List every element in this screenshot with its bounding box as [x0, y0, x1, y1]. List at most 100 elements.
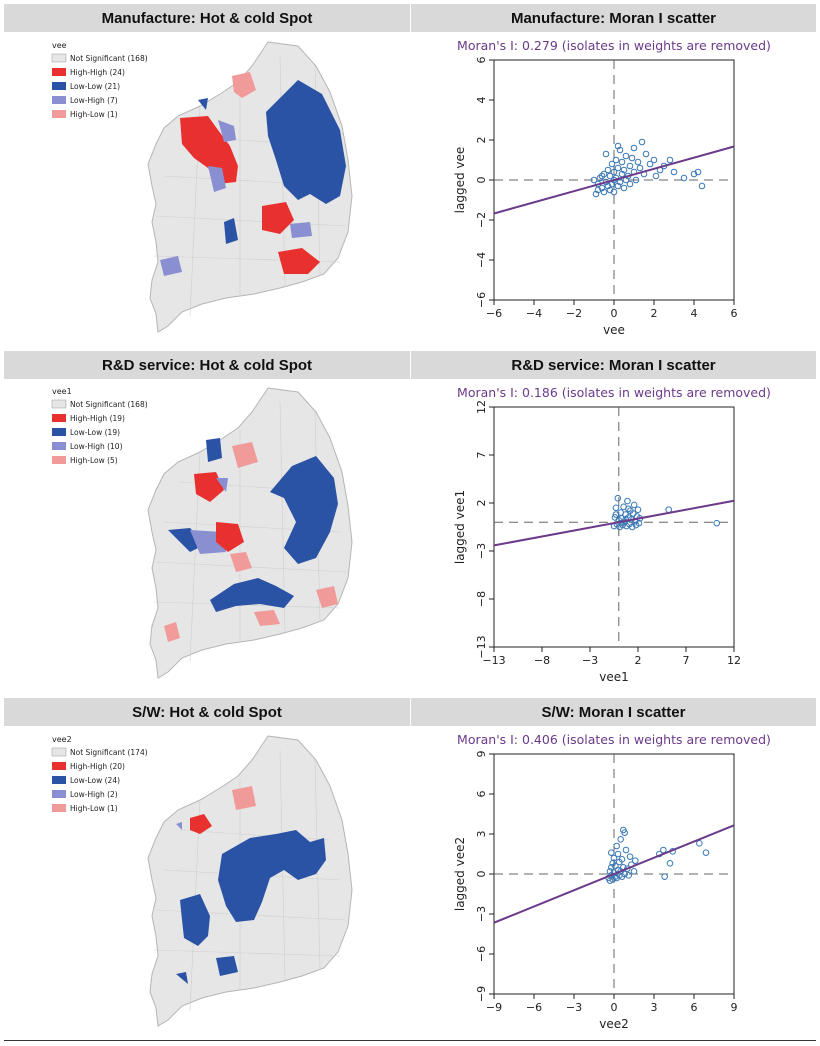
region-low-low-north: [206, 438, 222, 462]
data-point: [592, 190, 600, 198]
svg-text:Low-Low (21): Low-Low (21): [70, 82, 120, 91]
data-point: [630, 501, 638, 509]
data-point: [620, 184, 628, 192]
data-point: [636, 164, 644, 172]
region-high-low-southwest: [164, 622, 180, 642]
y-axis-label: lagged vee1: [453, 490, 467, 564]
x-tick-label: 7: [683, 654, 690, 667]
svg-text:Low-High (2): Low-High (2): [70, 790, 118, 799]
y-tick-label: 6: [475, 791, 488, 798]
x-tick-label: −6: [526, 1001, 542, 1014]
y-tick-label: −4: [475, 252, 488, 268]
y-axis-label: lagged vee: [453, 147, 467, 214]
y-tick-label: −13: [475, 635, 488, 658]
legend-item-low-high: Low-High (7): [52, 96, 118, 105]
legend-item-high-low: High-Low (5): [52, 456, 118, 465]
moran-scatter-plot-1: Moran's I: 0.279 (isolates in weights ar…: [453, 38, 771, 337]
moran-i-text: Moran's I: 0.406 (isolates in weights ar…: [457, 732, 771, 747]
hot-cold-map-3: vee2 Not Significant (174) High-High (20…: [51, 735, 353, 1027]
data-point: [614, 182, 622, 190]
data-point: [626, 853, 634, 860]
moran-i-text: Moran's I: 0.279 (isolates in weights ar…: [457, 38, 771, 53]
y-tick-label: 0: [475, 177, 488, 184]
region-low-high-west: [160, 256, 182, 276]
data-point: [625, 872, 632, 879]
data-point: [596, 174, 604, 182]
x-tick-label: −3: [582, 654, 598, 667]
region-low-high-capital: [216, 478, 228, 492]
data-point: [622, 516, 629, 523]
svg-text:Low-Low (19): Low-Low (19): [70, 428, 120, 437]
map-title-1: Manufacture: Hot & cold Spot: [4, 4, 410, 32]
region-high-high-capital: [180, 116, 238, 184]
data-point: [650, 156, 658, 164]
data-point: [622, 846, 630, 854]
data-point: [690, 170, 698, 178]
data-point: [680, 174, 688, 182]
regression-line: [493, 499, 735, 547]
data-point: [694, 168, 702, 176]
data-point: [661, 873, 668, 880]
data-point: [632, 857, 639, 864]
data-point: [614, 164, 622, 172]
region-high-low-north: [232, 72, 256, 98]
bottom-rule: [4, 1040, 816, 1041]
y-tick-label: 3: [475, 831, 488, 838]
data-point: [600, 188, 608, 196]
data-point: [604, 182, 612, 190]
svg-text:High-High (24): High-High (24): [70, 68, 125, 77]
legend-item-low-low: Low-Low (19): [52, 428, 120, 437]
data-point: [612, 156, 620, 164]
x-tick-label: −4: [526, 307, 542, 320]
data-point: [610, 168, 618, 176]
data-point: [612, 504, 620, 512]
regression-line: [493, 145, 735, 215]
data-point: [598, 184, 606, 192]
data-point: [626, 162, 634, 170]
x-tick-label: 12: [727, 654, 741, 667]
x-tick-label: 6: [691, 1001, 698, 1014]
data-point: [670, 168, 678, 176]
y-tick-label: −3: [475, 906, 488, 922]
svg-text:Low-High (10): Low-High (10): [70, 442, 123, 451]
svg-text:High-High (19): High-High (19): [70, 414, 125, 423]
data-point: [634, 506, 642, 514]
x-tick-label: 0: [611, 307, 618, 320]
plot-frame: [493, 406, 735, 648]
data-point: [606, 172, 614, 180]
y-tick-label: −8: [475, 591, 488, 607]
data-point: [608, 160, 616, 168]
data-point: [635, 519, 643, 527]
region-low-high-capital: [176, 822, 182, 830]
legend-item-not-significant: Not Significant (174): [51, 747, 148, 757]
svg-text:High-High (20): High-High (20): [70, 762, 125, 771]
legend-item-high-low: High-Low (1): [52, 804, 118, 813]
data-point: [660, 846, 667, 854]
data-point: [610, 188, 618, 196]
data-point: [652, 172, 660, 180]
legend-item-high-low: High-Low (1): [52, 110, 118, 119]
region-high-low-north: [232, 786, 256, 810]
data-point: [618, 856, 626, 863]
data-point: [666, 156, 674, 164]
y-tick-label: 7: [475, 452, 488, 459]
region-high-high-capital: [194, 472, 224, 502]
data-point: [698, 182, 706, 190]
data-point: [624, 497, 631, 505]
y-tick-label: 2: [475, 137, 488, 144]
data-point: [606, 868, 614, 875]
region-high-high-capital: [190, 814, 212, 834]
data-point: [625, 505, 632, 513]
legend-item-low-low: Low-Low (24): [52, 776, 120, 785]
x-tick-label: −6: [486, 307, 502, 320]
hot-cold-map-1: vee Not Significant (168) High-High (24)…: [51, 41, 353, 333]
data-point: [602, 150, 610, 158]
region-low-low-northwest: [198, 98, 208, 110]
data-point: [610, 854, 618, 862]
region-high-low-north: [232, 442, 258, 468]
x-tick-label: −8: [534, 654, 550, 667]
x-tick-label: 6: [731, 307, 738, 320]
data-point: [613, 842, 620, 850]
svg-text:High-Low (5): High-Low (5): [70, 456, 118, 465]
data-point: [696, 840, 703, 847]
